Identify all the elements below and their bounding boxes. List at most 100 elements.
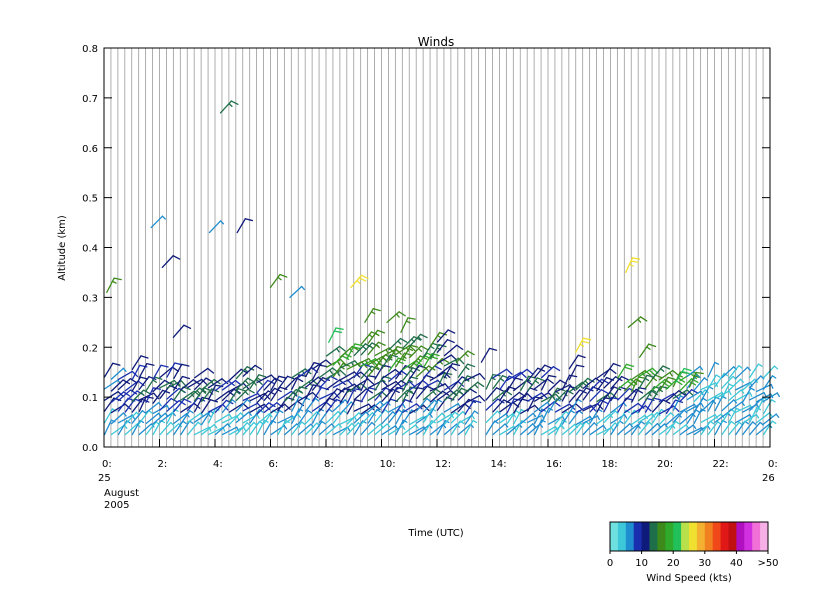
wind-barb <box>325 423 342 436</box>
wind-barb <box>388 337 408 351</box>
wind-barb <box>707 374 721 390</box>
wind-barb <box>332 379 354 389</box>
wind-barb <box>625 257 641 274</box>
wind-barb <box>346 388 363 404</box>
wind-barb <box>339 422 356 436</box>
wind-barb <box>346 343 363 359</box>
wind-barb <box>395 365 413 380</box>
wind-barb <box>159 421 175 436</box>
wind-barb <box>110 367 127 380</box>
wind-barb <box>688 371 704 388</box>
wind-barb <box>714 390 732 400</box>
legend-tick-label: >50 <box>757 558 778 569</box>
date-month: August <box>104 488 139 499</box>
wind-barb <box>464 410 479 425</box>
wind-barb <box>457 363 476 378</box>
wind-barb <box>159 411 176 423</box>
x-tick-label: 16: <box>546 459 562 470</box>
wind-barb <box>360 375 376 391</box>
wind-barb <box>325 388 345 402</box>
wind-barb <box>374 423 391 436</box>
wind-barb <box>305 397 320 412</box>
wind-barb <box>161 255 181 269</box>
wind-barb <box>485 410 501 424</box>
legend-tick-label: 10 <box>635 558 648 569</box>
wind-barb <box>429 383 451 392</box>
wind-barb <box>527 377 545 392</box>
wind-barb <box>742 421 757 436</box>
x-axis-label: Time (UTC) <box>407 528 463 539</box>
legend-swatch <box>712 522 722 551</box>
wind-barb <box>235 377 255 391</box>
wind-barb <box>610 402 627 414</box>
wind-barb <box>610 375 629 390</box>
wind-barb <box>360 421 376 436</box>
wind-barb <box>117 378 138 391</box>
wind-barb <box>492 389 512 402</box>
wind-barb <box>568 398 582 414</box>
wind-barb <box>277 390 298 401</box>
wind-barb <box>651 423 668 436</box>
wind-barb <box>721 399 738 412</box>
wind-barb <box>728 378 744 391</box>
wind-barbs <box>103 100 781 436</box>
wind-barb <box>221 399 236 414</box>
wind-barb <box>138 423 155 436</box>
legend-swatch <box>752 522 761 551</box>
wind-barb <box>762 420 777 436</box>
wind-barb <box>527 396 543 412</box>
wind-barb <box>110 412 127 425</box>
wind-barb <box>219 100 239 114</box>
wind-barb <box>180 409 194 425</box>
wind-barb <box>443 411 459 425</box>
legend-swatch <box>704 522 714 551</box>
wind-barb <box>201 424 218 436</box>
wind-barb <box>110 424 128 436</box>
legend-swatch <box>673 522 682 551</box>
wind-barb <box>429 412 446 426</box>
wind-barb <box>208 220 225 234</box>
wind-barb <box>235 398 251 412</box>
wind-barb <box>429 399 443 415</box>
legend-frame <box>609 521 769 552</box>
wind-barb <box>249 374 267 389</box>
legend-swatch <box>625 522 635 551</box>
wind-barb <box>346 422 362 436</box>
wind-barb <box>402 403 423 414</box>
wind-barb <box>686 365 704 377</box>
wind-barb <box>540 374 557 391</box>
wind-barb <box>242 421 258 436</box>
x-tick-label: 0: <box>102 459 112 470</box>
wind-barb <box>228 388 246 403</box>
wind-barb <box>242 364 262 377</box>
wind-barb <box>658 369 679 381</box>
wind-barb <box>443 344 464 357</box>
wind-barb <box>534 364 553 379</box>
wind-barb <box>679 389 699 402</box>
wind-barb <box>284 423 301 436</box>
y-axis-label: Altitude (km) <box>57 215 68 281</box>
wind-barb <box>173 363 190 379</box>
wind-barb <box>402 424 419 436</box>
wind-barb <box>145 401 162 414</box>
wind-barb <box>298 409 313 425</box>
legend-swatch <box>641 522 650 551</box>
wind-barb <box>187 421 202 436</box>
wind-barb <box>457 398 476 413</box>
wind-barb <box>214 423 231 436</box>
wind-barb <box>298 391 319 402</box>
wind-barb <box>409 364 427 380</box>
axes: 0.0 0.1 0.2 0.3 0.4 0.5 0.6 0.7 0.8 0: 2: 4: 6: 8: 10:… <box>82 44 778 470</box>
wind-barb <box>270 375 287 391</box>
wind-barb <box>749 421 764 436</box>
wind-barb <box>455 350 475 363</box>
wind-barb <box>402 344 419 361</box>
wind-barb <box>256 402 276 415</box>
wind-barb <box>540 366 561 379</box>
wind-barb <box>194 367 215 379</box>
wind-barb <box>117 389 138 402</box>
legend-swatch <box>736 522 745 551</box>
wind-barb <box>235 388 255 402</box>
